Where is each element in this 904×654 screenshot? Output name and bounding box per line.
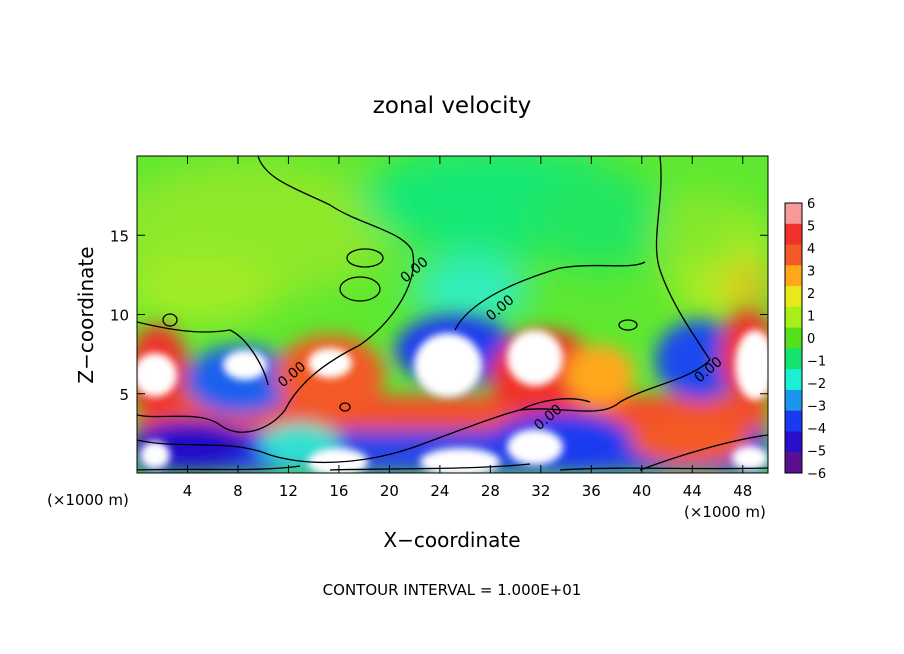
colorbar-label: 5 xyxy=(807,220,815,235)
x-tick-label: 28 xyxy=(481,482,500,500)
y-axis-label: Z−coordinate xyxy=(74,246,98,383)
colorbar-swatch xyxy=(785,203,802,225)
x-axis-label: X−coordinate xyxy=(383,528,520,552)
x-unit-right: (×1000 m) xyxy=(684,503,766,521)
colorbar-label: −4 xyxy=(807,422,826,437)
colorbar-label: 6 xyxy=(807,197,815,212)
colorbar-label: −2 xyxy=(807,377,826,392)
colorbar-label: −3 xyxy=(807,400,826,415)
y-tick-label: 15 xyxy=(110,227,129,245)
x-axis: 4 8 12 16 20 24 28 32 36 40 44 48 xyxy=(183,156,752,500)
x-tick-label: 4 xyxy=(183,482,193,500)
x-tick-label: 40 xyxy=(632,482,651,500)
x-tick-label: 36 xyxy=(582,482,601,500)
y-axis: 5 10 15 xyxy=(110,227,768,404)
colorbar-swatch xyxy=(785,348,802,370)
colorbar-swatch xyxy=(785,389,802,412)
colorbar-swatch xyxy=(785,431,802,453)
colorbar-label: 0 xyxy=(807,332,815,347)
chart-title: zonal velocity xyxy=(373,93,531,119)
colorbar-label: −5 xyxy=(807,445,826,460)
x-tick-label: 32 xyxy=(531,482,550,500)
colorbar-swatch xyxy=(785,265,802,287)
colorbar-label: 2 xyxy=(807,287,815,302)
x-tick-label: 16 xyxy=(329,482,348,500)
x-tick-label: 44 xyxy=(683,482,702,500)
colorbar-swatch xyxy=(785,223,802,246)
x-unit-left: (×1000 m) xyxy=(47,491,129,509)
colorbar-frame xyxy=(784,202,803,474)
x-tick-label: 24 xyxy=(430,482,449,500)
footer-note: CONTOUR INTERVAL = 1.000E+01 xyxy=(323,581,582,599)
colorbar-label: 4 xyxy=(807,242,815,257)
colorbar-swatch xyxy=(785,327,802,349)
colorbar-label: 3 xyxy=(807,265,815,280)
x-tick-label: 8 xyxy=(233,482,243,500)
x-tick-label: 48 xyxy=(733,482,752,500)
colorbar-swatch xyxy=(785,369,802,391)
colorbar-label: 1 xyxy=(807,310,815,325)
x-tick-label: 20 xyxy=(380,482,399,500)
contour-lines xyxy=(137,156,768,471)
x-tick-label: 12 xyxy=(279,482,298,500)
y-tick-label: 10 xyxy=(110,307,129,325)
colorbar-swatch xyxy=(785,244,802,266)
colorbar-swatch xyxy=(785,286,802,308)
y-tick-label: 5 xyxy=(119,386,129,404)
heatmap-field xyxy=(137,156,768,473)
colorbar: 6 5 4 3 2 1 0 −1 −2 −3 −4 −5 −6 xyxy=(784,197,826,482)
colorbar-swatch xyxy=(785,306,802,329)
field-upper-layer xyxy=(137,156,768,325)
colorbar-swatch xyxy=(785,410,802,432)
colorbar-label: −1 xyxy=(807,355,826,370)
colorbar-swatch xyxy=(785,452,802,474)
colorbar-label: −6 xyxy=(807,467,826,482)
